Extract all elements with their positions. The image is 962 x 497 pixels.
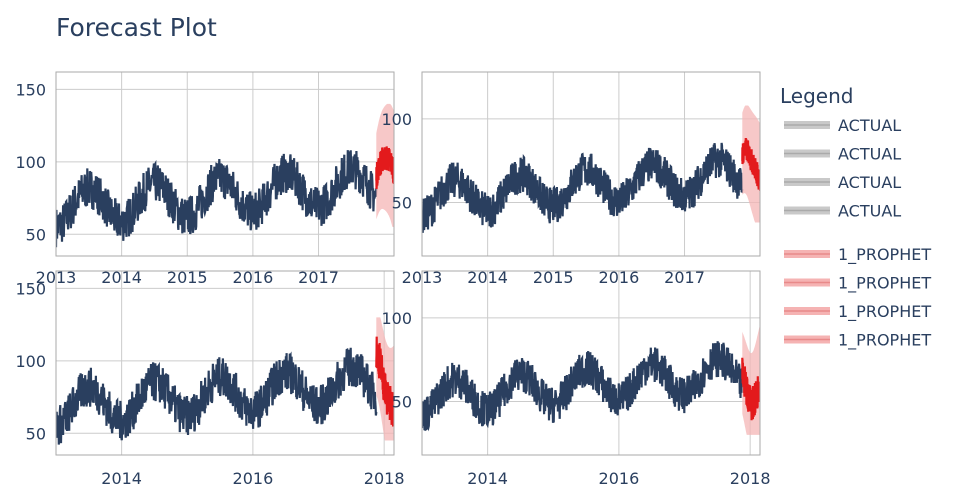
legend-item-actual[interactable]: ACTUAL xyxy=(784,145,901,164)
x-tick-label: 2017 xyxy=(664,268,705,287)
x-tick-label: 2018 xyxy=(364,469,405,488)
legend-item-prophet[interactable]: 1_PROPHET xyxy=(784,302,931,322)
x-tick-label: 2018 xyxy=(730,469,771,488)
y-tick-label: 150 xyxy=(15,80,46,99)
legend-item-prophet[interactable]: 1_PROPHET xyxy=(784,331,931,351)
x-tick-label: 2014 xyxy=(101,469,142,488)
forecast-series-line xyxy=(375,336,394,427)
actual-series-line xyxy=(422,341,744,432)
legend-item-actual[interactable]: ACTUAL xyxy=(784,173,901,192)
forecast-series-line xyxy=(741,137,760,191)
forecast-series-line xyxy=(375,146,394,190)
plot-frame xyxy=(55,71,395,257)
legend[interactable]: Legend ACTUAL ACTUAL ACTUAL ACTUAL 1_PROPHET… xyxy=(780,84,931,351)
legend-label: 1_PROPHET xyxy=(838,274,931,294)
legend-label: 1_PROPHET xyxy=(838,331,931,351)
legend-label: ACTUAL xyxy=(838,145,901,164)
x-tick-label: 2017 xyxy=(298,268,339,287)
plot-frame xyxy=(55,270,395,456)
subplot-bottom-left: 2014 2016 2018 50 100 150 xyxy=(15,270,405,488)
legend-label: ACTUAL xyxy=(838,202,901,221)
chart-title: Forecast Plot xyxy=(56,13,217,42)
legend-item-prophet[interactable]: 1_PROPHET xyxy=(784,274,931,294)
actual-series-line xyxy=(422,142,744,233)
y-tick-label: 50 xyxy=(392,193,412,212)
forecast-series-line xyxy=(741,357,760,421)
y-tick-label: 100 xyxy=(381,110,412,129)
y-tick-label: 50 xyxy=(392,392,412,411)
x-tick-label: 2015 xyxy=(167,268,208,287)
y-tick-label: 150 xyxy=(15,279,46,298)
actual-series-line xyxy=(56,347,378,445)
x-tick-label: 2014 xyxy=(467,469,508,488)
subplot-bottom-right: 2014 2016 2018 50 100 xyxy=(381,270,771,488)
legend-item-actual[interactable]: ACTUAL xyxy=(784,116,901,135)
y-tick-label: 100 xyxy=(15,153,46,172)
y-tick-label: 100 xyxy=(381,309,412,328)
legend-label: ACTUAL xyxy=(838,173,901,192)
legend-item-actual[interactable]: ACTUAL xyxy=(784,202,901,221)
actual-series-line xyxy=(56,150,378,248)
plot-frame xyxy=(421,270,761,456)
x-tick-label: 2015 xyxy=(533,268,574,287)
legend-label: 1_PROPHET xyxy=(838,302,931,322)
y-tick-label: 100 xyxy=(15,352,46,371)
legend-title: Legend xyxy=(780,84,853,108)
legend-label: 1_PROPHET xyxy=(838,245,931,265)
legend-label: ACTUAL xyxy=(838,116,901,135)
y-tick-label: 50 xyxy=(26,424,46,443)
legend-item-prophet[interactable]: 1_PROPHET xyxy=(784,245,931,265)
x-tick-label: 2016 xyxy=(233,469,274,488)
plot-frame xyxy=(421,71,761,257)
x-tick-label: 2016 xyxy=(599,469,640,488)
y-tick-label: 50 xyxy=(26,225,46,244)
